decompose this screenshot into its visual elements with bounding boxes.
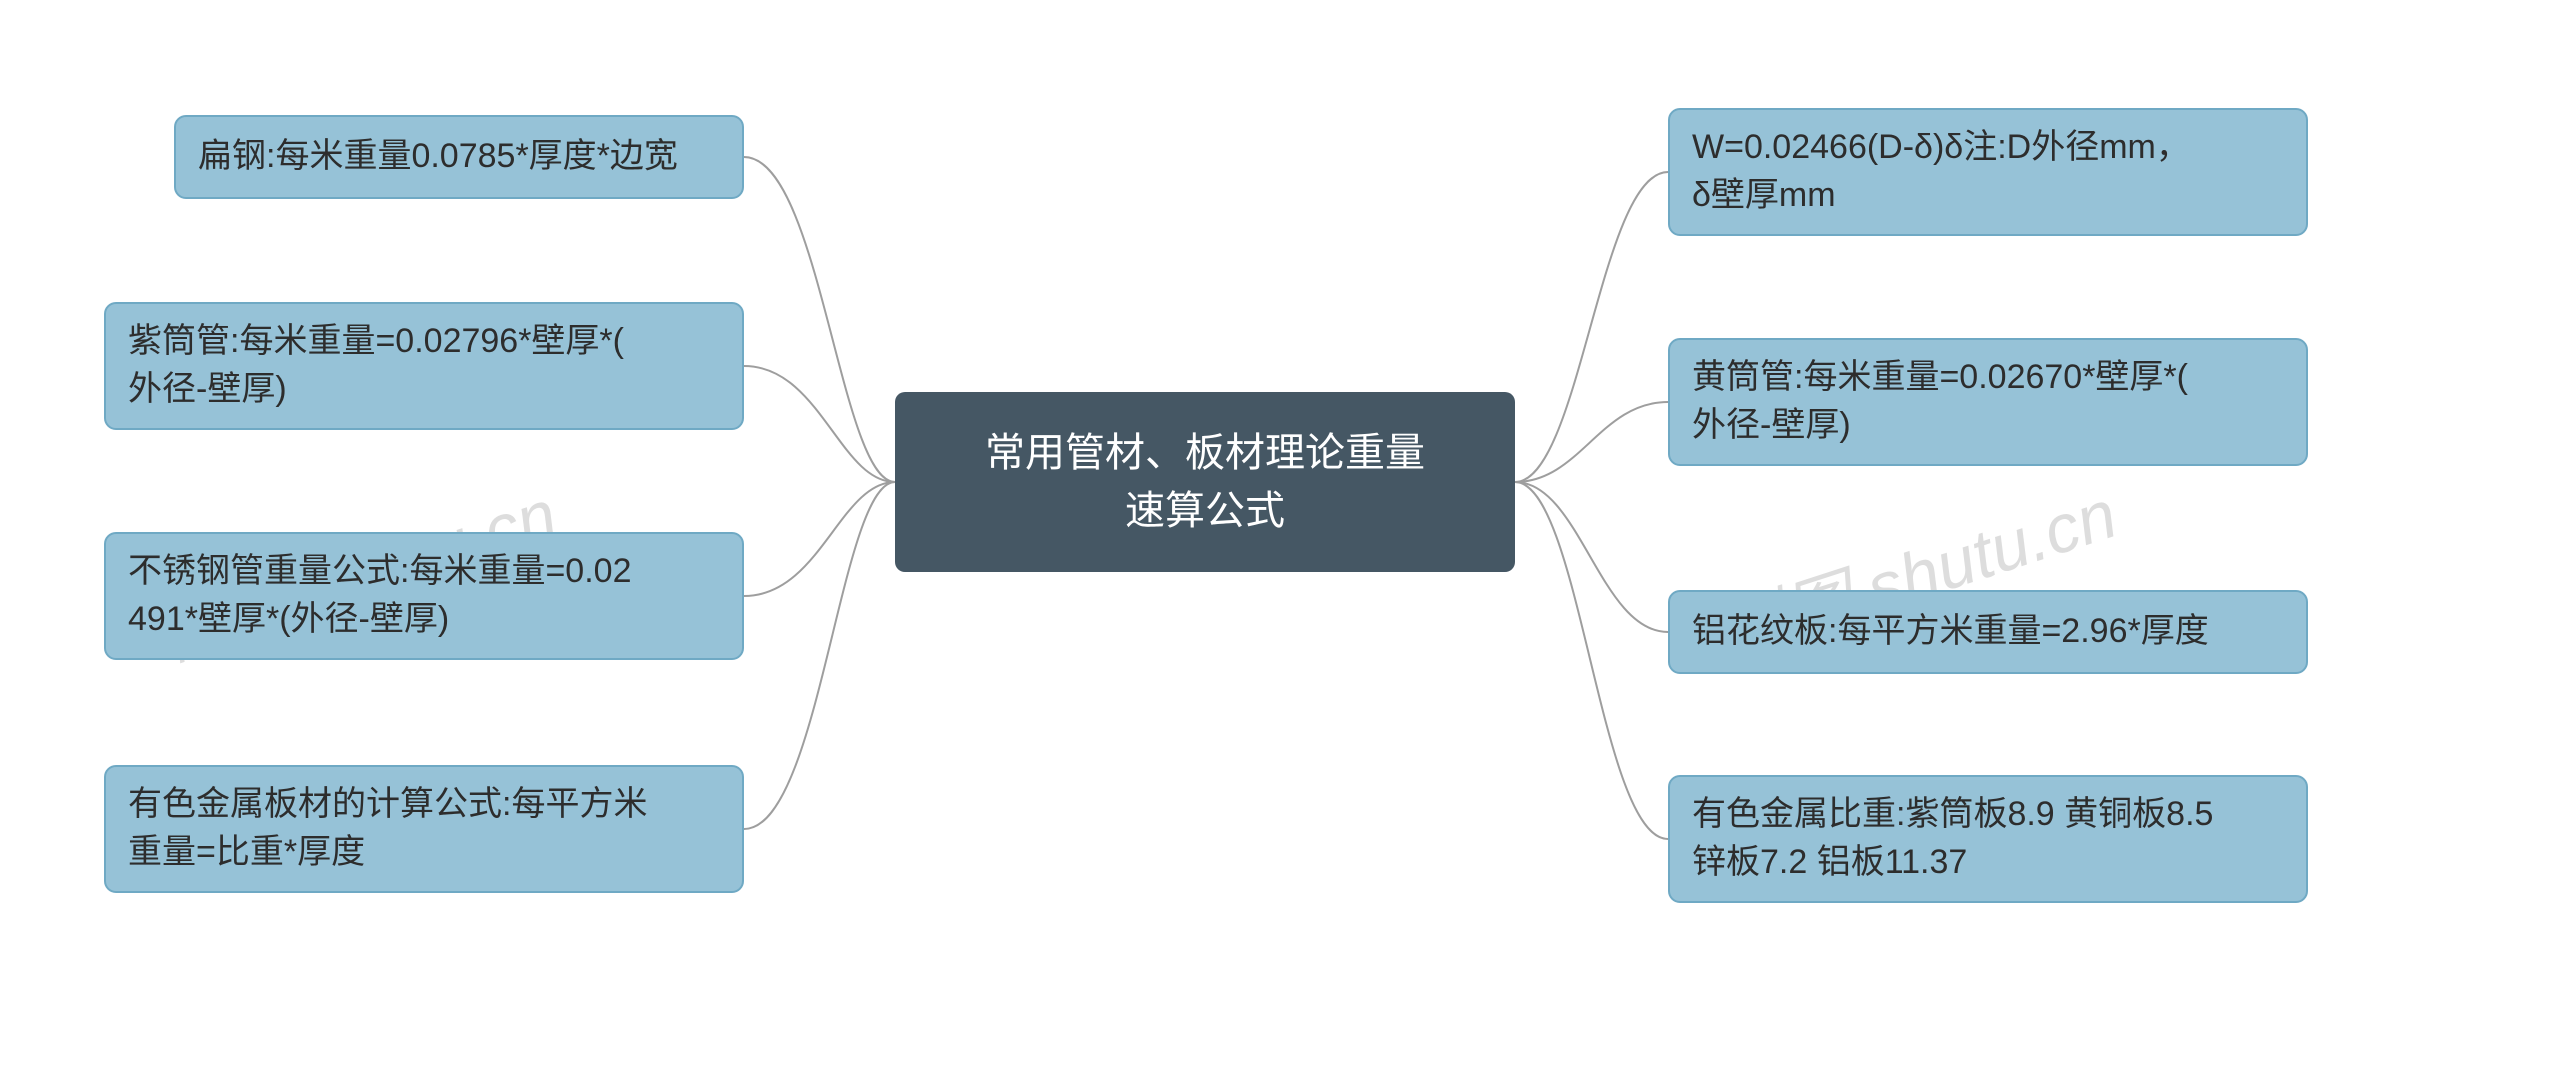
- leaf-text: 有色金属比重:紫筒板8.9 黄铜板8.5 锌板7.2 铝板11.37: [1692, 791, 2213, 886]
- right-leaf-0: W=0.02466(D-δ)δ注:D外径mm，δ壁厚mm: [1668, 108, 2308, 236]
- left-leaf-1: 紫筒管:每米重量=0.02796*壁厚*(外径-壁厚): [104, 302, 744, 430]
- leaf-text: 紫筒管:每米重量=0.02796*壁厚*(外径-壁厚): [128, 318, 624, 413]
- left-leaf-3: 有色金属板材的计算公式:每平方米重量=比重*厚度: [104, 765, 744, 893]
- right-leaf-3: 有色金属比重:紫筒板8.9 黄铜板8.5 锌板7.2 铝板11.37: [1668, 775, 2308, 903]
- leaf-text: 不锈钢管重量公式:每米重量=0.02491*壁厚*(外径-壁厚): [128, 548, 631, 643]
- right-leaf-1: 黄筒管:每米重量=0.02670*壁厚*(外径-壁厚): [1668, 338, 2308, 466]
- left-leaf-2: 不锈钢管重量公式:每米重量=0.02491*壁厚*(外径-壁厚): [104, 532, 744, 660]
- center-node-text: 常用管材、板材理论重量速算公式: [985, 424, 1425, 540]
- center-node: 常用管材、板材理论重量速算公式: [895, 392, 1515, 572]
- left-leaf-0: 扁钢:每米重量0.0785*厚度*边宽: [174, 115, 744, 199]
- leaf-text: 有色金属板材的计算公式:每平方米重量=比重*厚度: [128, 781, 647, 876]
- right-leaf-2: 铝花纹板:每平方米重量=2.96*厚度: [1668, 590, 2308, 674]
- mindmap-canvas: 树图 shutu.cn 树图 shutu.cn 常用管材、板材理论重量速算公式 …: [0, 0, 2560, 1089]
- leaf-text: 黄筒管:每米重量=0.02670*壁厚*(外径-壁厚): [1692, 354, 2188, 449]
- leaf-text: 扁钢:每米重量0.0785*厚度*边宽: [198, 133, 678, 181]
- leaf-text: W=0.02466(D-δ)δ注:D外径mm，δ壁厚mm: [1692, 124, 2190, 219]
- leaf-text: 铝花纹板:每平方米重量=2.96*厚度: [1692, 608, 2209, 656]
